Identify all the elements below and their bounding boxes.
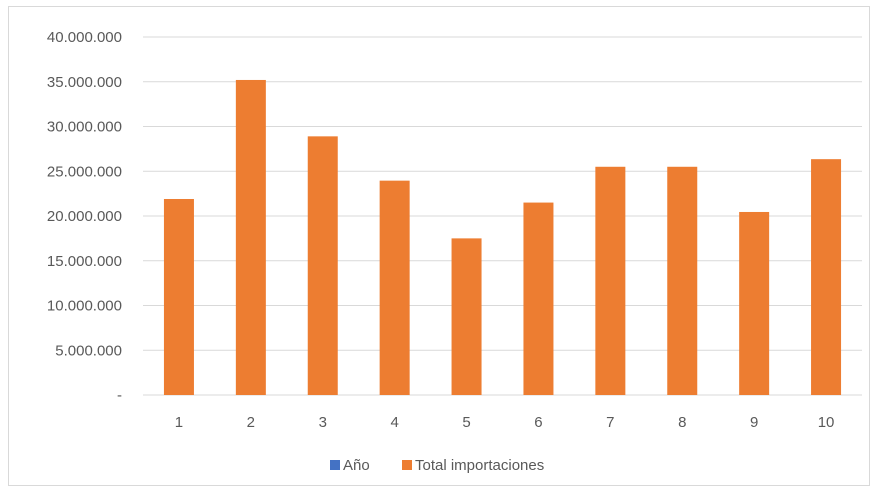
x-tick-label: 9 xyxy=(750,414,758,431)
x-tick-label: 2 xyxy=(247,414,255,431)
x-tick-label: 3 xyxy=(319,414,327,431)
x-tick-label: 10 xyxy=(818,414,835,431)
y-tick-label: 40.000.000 xyxy=(47,29,122,46)
y-tick-label: 20.000.000 xyxy=(47,208,122,225)
bar-total-importaciones-3 xyxy=(307,136,338,395)
bar-total-importaciones-1 xyxy=(163,198,194,395)
legend-label-ano: Año xyxy=(343,457,370,474)
bars xyxy=(163,79,842,396)
y-tick-label: 30.000.000 xyxy=(47,119,122,136)
x-tick-label: 5 xyxy=(462,414,470,431)
legend-swatch-total-importaciones xyxy=(402,460,412,470)
y-tick-label: 35.000.000 xyxy=(47,74,122,91)
legend: Año Total importaciones xyxy=(330,457,544,474)
y-tick-label: 10.000.000 xyxy=(47,298,122,315)
y-tick-label: 5.000.000 xyxy=(55,342,122,359)
bar-total-importaciones-8 xyxy=(667,166,698,395)
x-tick-label: 4 xyxy=(390,414,398,431)
bar-total-importaciones-4 xyxy=(379,180,410,395)
x-axis-tick-labels: 1 2 3 4 5 6 7 8 9 10 xyxy=(175,414,835,431)
x-tick-label: 1 xyxy=(175,414,183,431)
y-tick-label: - xyxy=(117,387,122,404)
bar-total-importaciones-9 xyxy=(739,211,770,395)
legend-label-total-importaciones: Total importaciones xyxy=(415,457,544,474)
bar-total-importaciones-7 xyxy=(595,166,626,395)
y-tick-label: 15.000.000 xyxy=(47,253,122,270)
bar-total-importaciones-6 xyxy=(523,202,554,395)
y-axis-tick-labels: - 5.000.000 10.000.000 15.000.000 20.000.000… xyxy=(47,29,122,404)
bar-total-importaciones-10 xyxy=(811,159,842,395)
bar-total-importaciones-5 xyxy=(451,238,482,395)
bar-total-importaciones-2 xyxy=(235,79,266,396)
chart-frame xyxy=(8,6,870,486)
legend-swatch-ano xyxy=(330,460,340,470)
x-tick-label: 6 xyxy=(534,414,542,431)
y-tick-label: 25.000.000 xyxy=(47,163,122,180)
x-tick-label: 8 xyxy=(678,414,686,431)
x-tick-label: 7 xyxy=(606,414,614,431)
